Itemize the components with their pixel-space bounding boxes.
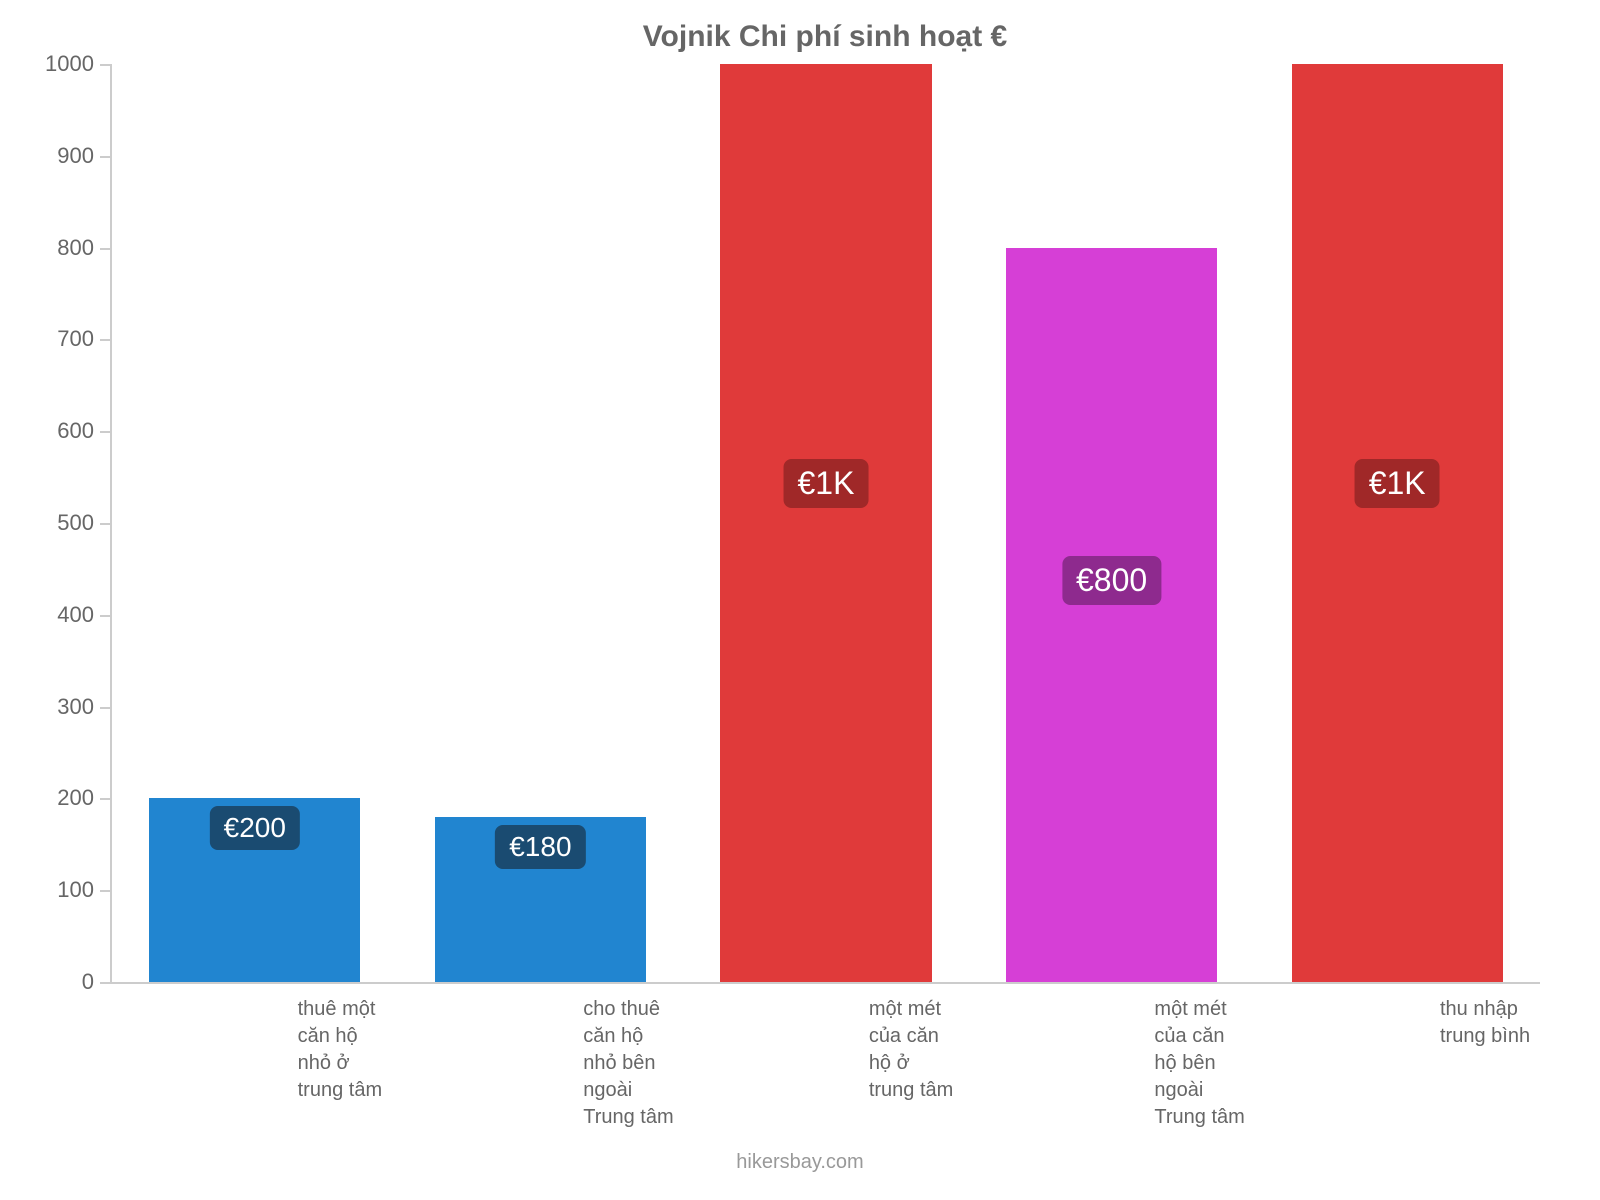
y-tick-label: 0 bbox=[82, 969, 112, 995]
x-axis-label-line: thu nhập trung bình bbox=[1440, 996, 1532, 1050]
x-axis-label: cho thuê căn hộnhỏ bên ngoài Trung tâm bbox=[398, 996, 684, 1131]
value-badge: €1K bbox=[1355, 459, 1440, 508]
x-axis-labels: thuê một căn hộnhỏ ở trung tâmcho thuê c… bbox=[112, 982, 1540, 1131]
x-axis-label: một mét của cănhộ ở trung tâm bbox=[683, 996, 969, 1131]
y-tick-label: 200 bbox=[57, 785, 112, 811]
x-axis-label-line: nhỏ ở trung tâm bbox=[298, 1050, 390, 1104]
bar: €1K bbox=[720, 64, 931, 982]
value-badge: €800 bbox=[1062, 556, 1161, 605]
attribution-text: hikersbay.com bbox=[0, 1151, 1600, 1174]
y-tick-label: 900 bbox=[57, 143, 112, 169]
y-tick-label: 100 bbox=[57, 877, 112, 903]
y-tick-label: 800 bbox=[57, 235, 112, 261]
bar-slot: €180 bbox=[398, 64, 684, 982]
value-badge: €180 bbox=[495, 825, 585, 869]
x-axis-label-line: hộ bên ngoài Trung tâm bbox=[1154, 1050, 1246, 1131]
plot-area: €200€180€1K€800€1K thuê một căn hộnhỏ ở … bbox=[110, 64, 1540, 984]
value-badge: €1K bbox=[784, 459, 869, 508]
y-tick-label: 300 bbox=[57, 694, 112, 720]
x-axis-label: thu nhập trung bình bbox=[1254, 996, 1540, 1131]
bar: €200 bbox=[149, 798, 360, 982]
y-tick-label: 400 bbox=[57, 602, 112, 628]
bar-slot: €1K bbox=[683, 64, 969, 982]
bar-slot: €800 bbox=[969, 64, 1255, 982]
x-axis-label-line: một mét của căn bbox=[869, 996, 961, 1050]
bar-slot: €200 bbox=[112, 64, 398, 982]
bar: €1K bbox=[1292, 64, 1503, 982]
x-axis-label-line: hộ ở trung tâm bbox=[869, 1050, 961, 1104]
y-tick-label: 500 bbox=[57, 510, 112, 536]
x-axis-label-line: một mét của căn bbox=[1154, 996, 1246, 1050]
bar: €180 bbox=[435, 817, 646, 982]
x-axis-label-line: thuê một căn hộ bbox=[298, 996, 390, 1050]
x-axis-label: thuê một căn hộnhỏ ở trung tâm bbox=[112, 996, 398, 1131]
bar-slot: €1K bbox=[1254, 64, 1540, 982]
bar: €800 bbox=[1006, 248, 1217, 982]
x-axis-label-line: nhỏ bên ngoài Trung tâm bbox=[583, 1050, 675, 1131]
y-tick-label: 700 bbox=[57, 326, 112, 352]
chart-container: Vojnik Chi phí sinh hoạt € €200 €180 €1K €8… bbox=[0, 0, 1600, 1200]
x-axis-label-line: cho thuê căn hộ bbox=[583, 996, 675, 1050]
x-axis-label: một mét của cănhộ bên ngoài Trung tâm bbox=[969, 996, 1255, 1131]
y-tick-label: 1000 bbox=[45, 51, 112, 77]
chart-title: Vojnik Chi phí sinh hoạt € bbox=[110, 20, 1540, 54]
value-badge: €200 bbox=[210, 806, 300, 850]
bars-group: €200 €180 €1K €800 €1K bbox=[112, 64, 1540, 982]
y-tick-label: 600 bbox=[57, 418, 112, 444]
